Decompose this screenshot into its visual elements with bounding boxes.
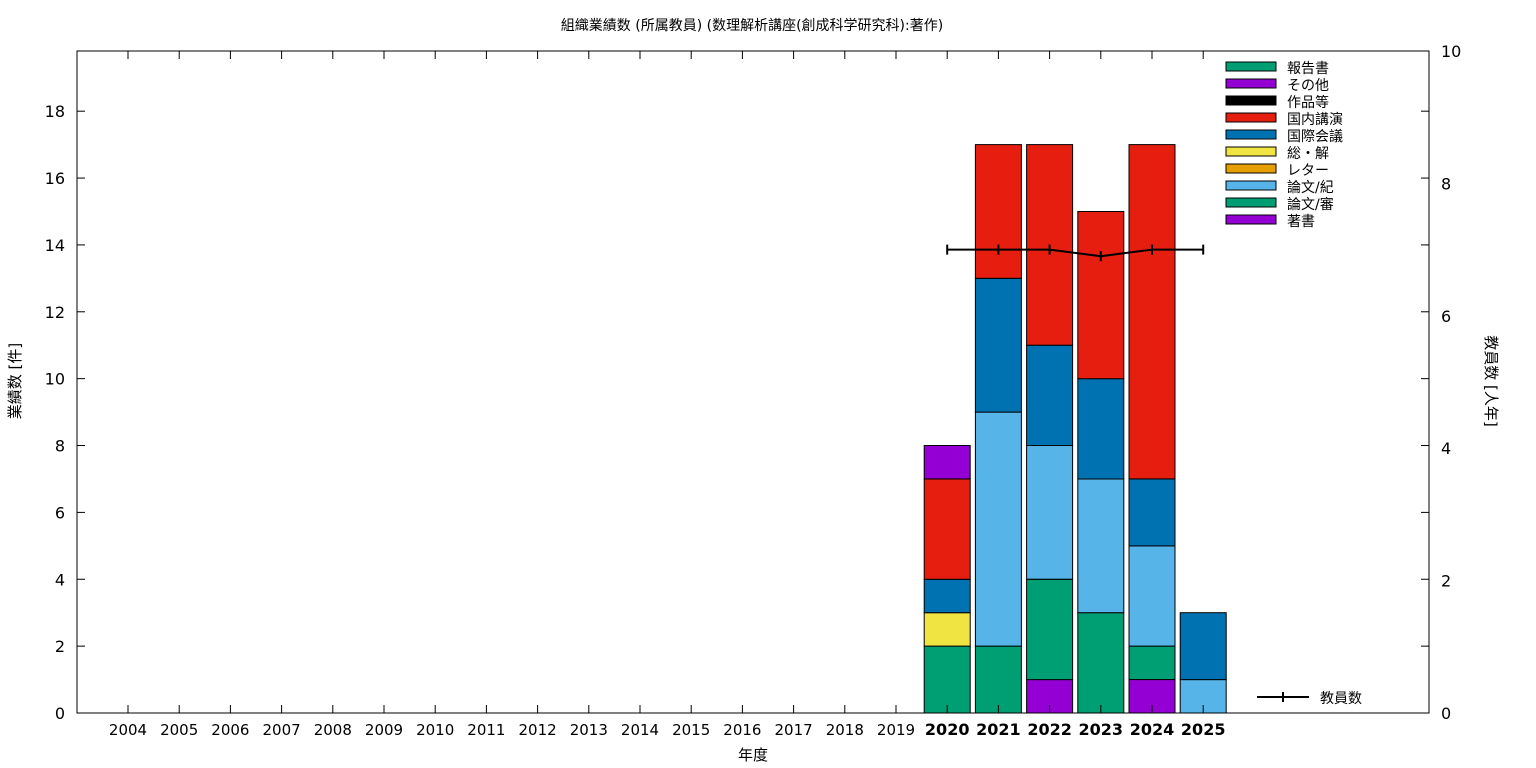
legend-swatch-6	[1225, 163, 1277, 174]
bar-segment-2023-s5	[1077, 378, 1125, 480]
x-tick-label-2018: 2018	[826, 721, 864, 739]
x-tick-label-2022: 2022	[1027, 720, 1072, 739]
y2-tick-label-2: 2	[1441, 572, 1451, 591]
bar-segment-2022-s1	[1026, 578, 1074, 681]
y2-tick-label-6: 6	[1441, 307, 1451, 326]
legend-swatch-7	[1225, 180, 1277, 191]
bar-segment-2023-s6	[1077, 211, 1125, 380]
x-tick-label-2020: 2020	[925, 720, 970, 739]
legend-label-2: 作品等	[1287, 94, 1329, 111]
bar-segment-2021-s6	[974, 144, 1022, 279]
y2-axis-label: 教員数 [人年]	[1482, 335, 1500, 426]
legend-swatch-3	[1225, 112, 1277, 123]
x-tick-label-2009: 2009	[365, 721, 403, 739]
y-tick-label-8: 8	[55, 437, 65, 456]
legend-swatch-5	[1225, 146, 1277, 157]
bar-segment-2020-s1	[923, 645, 971, 714]
bar-segment-2021-s5	[974, 277, 1022, 413]
y-tick-label-2: 2	[55, 637, 65, 656]
bar-segment-2021-s1	[974, 645, 1022, 714]
y-tick-label-14: 14	[45, 236, 65, 255]
legend-label-9: 著書	[1287, 214, 1315, 230]
x-tick-label-2006: 2006	[211, 721, 249, 739]
x-axis-label: 年度	[738, 746, 768, 764]
legend-swatch-2	[1225, 95, 1277, 106]
y-tick-label-4: 4	[55, 570, 65, 589]
legend-label-3: 国内講演	[1287, 112, 1343, 128]
bar-segment-2023-s1	[1077, 612, 1125, 714]
x-tick-label-2019: 2019	[877, 721, 915, 739]
legend-swatch-0	[1225, 61, 1277, 72]
legend-label-6: レター	[1287, 163, 1329, 179]
y2-tick-label-8: 8	[1441, 174, 1451, 193]
legend-label-4: 国際会議	[1287, 128, 1343, 145]
bar-segment-2020-s6	[923, 478, 971, 580]
bar-segment-2023-s2	[1077, 478, 1125, 614]
x-tick-label-2007: 2007	[263, 721, 301, 739]
legend-label-0: 報告書	[1287, 61, 1329, 77]
y-tick-label-18: 18	[45, 102, 65, 121]
axes-layer: 0 2 4 6 8 10 12 14 16 18 0 2 4 6 8 10 2004 2005 2006 2007 20…	[45, 42, 1462, 739]
bar-segment-2022-s2	[1026, 445, 1074, 580]
legend-label-8: 論文/審	[1287, 197, 1334, 213]
bar-segment-2024-s2	[1128, 545, 1176, 647]
x-tick-label-2013: 2013	[570, 721, 608, 739]
bars-layer	[923, 144, 1227, 714]
y-tick-label-10: 10	[45, 370, 65, 389]
bar-segment-2024-s5	[1128, 478, 1176, 547]
bar-segment-2020-s4	[923, 612, 971, 647]
legend-swatch-1	[1225, 78, 1277, 89]
bar-segment-2024-s1	[1128, 645, 1176, 680]
x-tick-label-2017: 2017	[775, 721, 813, 739]
bar-segment-2022-s5	[1026, 344, 1074, 447]
x-tick-label-2014: 2014	[621, 721, 659, 739]
legend-label-5: 総・解	[1287, 146, 1329, 162]
y-tick-label-6: 6	[55, 503, 65, 522]
x-tick-label-2004: 2004	[109, 721, 147, 739]
bar-segment-2025-s5	[1179, 612, 1227, 681]
y-tick-label-12: 12	[45, 303, 65, 322]
faculty-line	[947, 248, 1204, 258]
x-tick-label-2025: 2025	[1181, 720, 1226, 739]
legend-label-7: 論文/紀	[1287, 180, 1334, 196]
legend-swatch-8	[1225, 197, 1277, 208]
legend-line-label: 教員数	[1320, 691, 1362, 707]
x-tick-label-2012: 2012	[519, 721, 557, 739]
x-tick-label-2023: 2023	[1079, 720, 1124, 739]
bar-segment-2020-s5	[923, 578, 971, 614]
x-tick-label-2015: 2015	[672, 721, 710, 739]
line-layer	[946, 244, 1205, 262]
bar-segment-2021-s2	[974, 411, 1022, 647]
legend-swatch-9	[1225, 214, 1277, 225]
x-tick-label-2005: 2005	[160, 721, 198, 739]
chart-title: 組織業績数 (所属教員) (数理解析講座(創成科学研究科):著作)	[561, 18, 943, 34]
bar-segment-2024-s6	[1128, 144, 1176, 480]
y-axis-label: 業績数 [件]	[6, 343, 24, 419]
y-tick-label-16: 16	[45, 169, 65, 188]
x-tick-label-2024: 2024	[1130, 720, 1175, 739]
y2-tick-label-10: 10	[1441, 42, 1461, 61]
y2-tick-label-0: 0	[1441, 704, 1451, 723]
bar-segment-2020-s8	[923, 445, 971, 480]
x-tick-label-2011: 2011	[467, 721, 505, 739]
x-tick-label-2016: 2016	[723, 721, 761, 739]
y2-tick-label-4: 4	[1441, 439, 1451, 458]
x-tick-label-2021: 2021	[976, 720, 1021, 739]
legend-label-1: その他	[1287, 78, 1329, 94]
legend-swatch-4	[1225, 129, 1277, 140]
plot-frame	[76, 50, 1430, 714]
x-tick-label-2010: 2010	[416, 721, 454, 739]
y-tick-label-0: 0	[55, 704, 65, 723]
x-tick-label-2008: 2008	[314, 721, 352, 739]
